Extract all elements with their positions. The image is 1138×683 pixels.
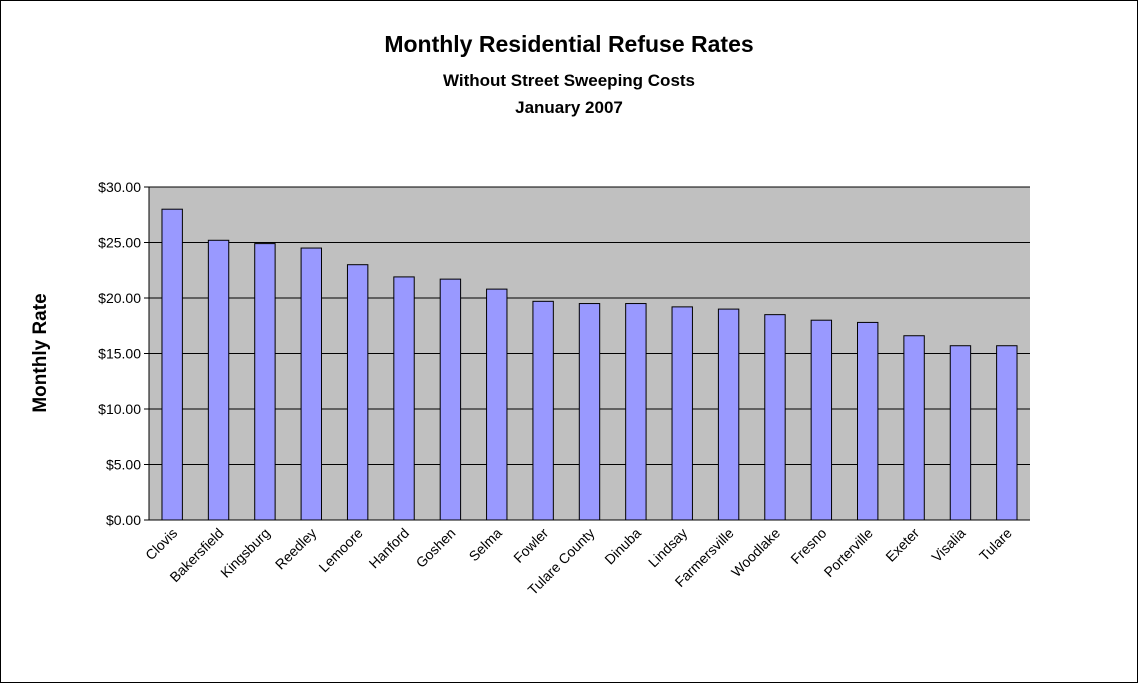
bar (949, 345, 972, 521)
y-tick-label: $15.00 (98, 346, 141, 362)
bar (717, 308, 740, 521)
bar (439, 278, 462, 521)
bar (300, 247, 322, 521)
bar (346, 264, 369, 521)
bar (207, 239, 230, 521)
chart-subtitle: Without Street Sweeping Costs (443, 71, 695, 90)
chart-title: Monthly Residential Refuse Rates (384, 31, 753, 57)
bar (254, 243, 276, 521)
bar (578, 303, 601, 521)
bar (625, 303, 647, 521)
bar (532, 300, 554, 521)
bar (857, 321, 879, 521)
bar (486, 288, 508, 521)
bar (996, 345, 1018, 521)
y-tick-label: $0.00 (106, 512, 141, 528)
y-axis-label: Monthly Rate (30, 293, 51, 412)
bar (671, 306, 693, 521)
bar (393, 276, 415, 521)
bar (161, 208, 183, 521)
y-tick-label: $5.00 (106, 457, 141, 473)
bar (903, 335, 925, 521)
y-tick-label: $10.00 (98, 401, 141, 417)
y-tick-label: $25.00 (98, 235, 141, 251)
y-tick-label: $20.00 (98, 290, 141, 306)
y-tick-label: $30.00 (98, 179, 141, 195)
bar (810, 319, 833, 521)
bar (764, 314, 786, 521)
chart-subtitle: January 2007 (515, 98, 623, 117)
